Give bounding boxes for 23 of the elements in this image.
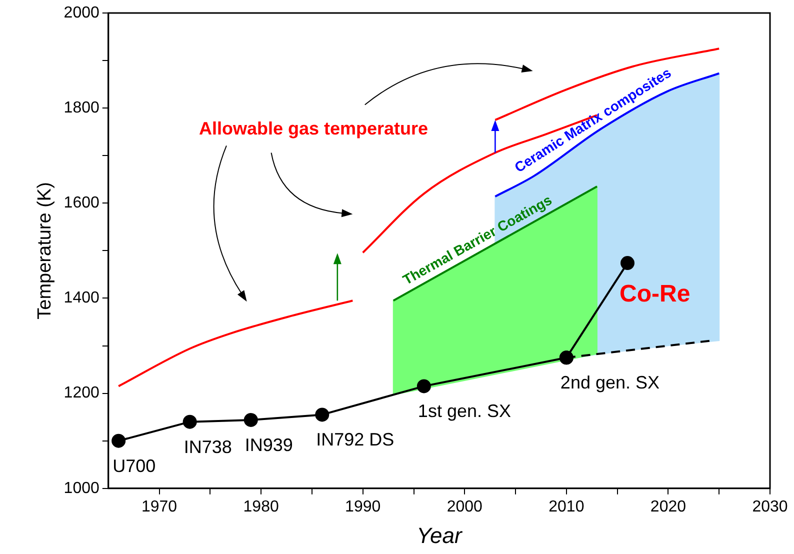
x-tick-label: 1980 [243, 498, 279, 516]
y-tick-label: 1400 [64, 290, 100, 307]
y-tick-label: 2000 [64, 4, 100, 22]
y-tick-label: 1000 [64, 480, 100, 497]
annotation: IN792 DS [316, 430, 394, 450]
y-tick-label: 1200 [64, 384, 100, 402]
x-tick-label: 2000 [446, 498, 483, 516]
text: Allowable gas temperature [198, 118, 428, 138]
y-tick-label: 1600 [64, 194, 100, 212]
y-tick-label: 1800 [64, 99, 100, 116]
annotation: U700 [112, 456, 156, 476]
x-tick-label: 2020 [650, 498, 686, 516]
annotation: 1st gen. SX [418, 401, 511, 422]
annotation: IN738 [184, 436, 232, 457]
y-axis-title: Temperature (K) [34, 182, 56, 320]
x-tick-label: 1970 [141, 498, 178, 516]
x-tick-label: 2030 [752, 498, 788, 516]
x-tick-label: 1990 [345, 498, 381, 516]
annotation: Co-Re [620, 280, 690, 308]
x-tick-label: 2010 [548, 498, 584, 516]
x-axis-title: Year [416, 522, 464, 548]
annotation: 2nd gen. SX [560, 372, 660, 393]
annotation: IN939 [244, 434, 293, 455]
